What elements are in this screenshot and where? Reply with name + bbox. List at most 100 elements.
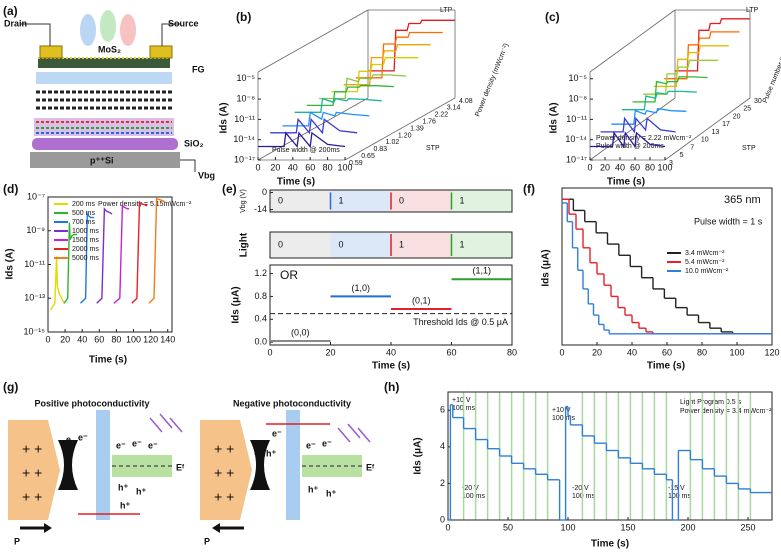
x-axis-label: Time (s) (372, 361, 410, 372)
carrier-label: e⁻ (132, 438, 142, 448)
x-tick-label: 100 (657, 162, 672, 172)
y-axis-label: Ids (μA) (231, 286, 242, 323)
bit-label: 1 (460, 195, 465, 205)
legend-label: 1500 ms (72, 237, 99, 244)
legend-label: 5000 ms (72, 255, 99, 262)
y-tick-label: 2 (440, 478, 445, 488)
label: Vbg (198, 170, 215, 180)
y-axis-label: Ids (μA) (541, 249, 552, 286)
x-tick-label: 60 (305, 162, 315, 172)
segment-background (330, 190, 391, 212)
y-tick-label: -14 (254, 204, 267, 214)
output-label: (0,1) (412, 295, 431, 305)
series-line (306, 85, 394, 107)
source-electrode (149, 45, 173, 59)
depth-axis-label: Pulse number # (762, 56, 781, 104)
wire (20, 23, 51, 46)
axis-frame (47, 196, 173, 333)
panel-label: (d) (3, 182, 18, 196)
arrow-head (44, 523, 52, 533)
polarization-label: P (204, 536, 210, 546)
depletion-region (58, 440, 78, 490)
threshold-label: Threshold Ids @ 0.5 μA (413, 317, 508, 327)
fermi-label: Eᶠ (176, 462, 185, 472)
y-tick-label: 10⁻⁸ (568, 93, 587, 103)
annotation: +10 V (552, 407, 571, 414)
series-line (96, 206, 113, 304)
legend-label: 5.4 mWcm⁻² (685, 259, 725, 266)
carrier-label: e⁻ (78, 432, 88, 442)
y-axis-label: Ids (A) (549, 102, 560, 133)
y-tick-label: 10⁻¹¹ (566, 114, 587, 124)
series-line (80, 211, 95, 304)
y-tick-label: 0 (440, 514, 445, 524)
series-line (270, 117, 358, 135)
bit-label: 0 (278, 239, 283, 249)
x-tick-label: 0 (45, 334, 50, 344)
x-axis-label: Time (s) (277, 177, 315, 188)
series-line (368, 19, 455, 72)
series-line (600, 116, 676, 134)
legend-label: 700 ms (72, 219, 95, 226)
y-tick-label: 10⁻⁵ (237, 73, 256, 83)
x-tick-label: 150 (620, 522, 635, 532)
label: SiO₂ (184, 138, 204, 148)
y-tick-label: 0.4 (254, 314, 267, 324)
series-line (632, 76, 708, 103)
panel-label: (c) (545, 10, 560, 24)
y-tick-label: 10⁻¹⁷ (234, 154, 255, 164)
fermi-label: Eᶠ (366, 462, 375, 472)
charge-sign: + + (22, 465, 42, 481)
x-tick-label: 20 (325, 347, 335, 357)
depth-tick-label: 3.14 (447, 105, 461, 112)
bit-label: 0 (339, 239, 344, 249)
label: p⁺⁺Si (90, 155, 114, 165)
depletion-region (250, 440, 270, 490)
light-beam (120, 14, 136, 46)
carrier-label: h⁺ (326, 488, 336, 498)
annotation: -20 V (462, 485, 479, 492)
segment-background (451, 232, 512, 258)
x-axis-label: Time (s) (89, 355, 127, 366)
x-tick-label: 50 (503, 522, 513, 532)
x-tick-label: 20 (270, 162, 280, 172)
annotation: Power density = 2.22 mWcm⁻² (596, 135, 692, 142)
carrier-label: h⁺ (136, 486, 146, 496)
series-line (131, 200, 148, 304)
panel-label: (f) (523, 182, 535, 196)
dielectric-layer (36, 72, 172, 84)
light-beam (100, 10, 116, 42)
axis-frame (561, 187, 773, 346)
annotation: STP (742, 145, 756, 152)
bit-label: 1 (460, 239, 465, 249)
barrier (286, 410, 300, 520)
annotation: LTP (746, 7, 759, 14)
segment-background (270, 232, 331, 258)
x-tick-label: 40 (615, 162, 625, 172)
annotation: STP (426, 145, 440, 152)
box-edge (257, 9, 369, 73)
y-tick-label: 0.8 (254, 291, 267, 301)
label: FG (192, 64, 205, 74)
y-tick-label: 1.2 (254, 268, 267, 278)
charge-sign: + + (214, 465, 234, 481)
x-tick-label: 40 (627, 347, 637, 357)
label: MoS₂ (98, 44, 121, 54)
y-tick-label: 10⁻¹¹ (234, 114, 255, 124)
carrier-label: h⁺ (308, 484, 318, 494)
panel-label: (a) (3, 4, 18, 18)
x-tick-label: 60 (630, 162, 640, 172)
axis-frame (269, 231, 513, 259)
panel-label: (g) (3, 380, 18, 394)
bit-label: 0 (278, 195, 283, 205)
charge-sign: + + (22, 489, 42, 505)
output-label: (1,0) (351, 283, 370, 293)
y-tick-label: 10⁻⁸ (236, 93, 255, 103)
x-tick-label: 100 (729, 347, 744, 357)
y-axis-label: Light (239, 232, 250, 257)
carrier-label: h⁺ (254, 446, 264, 456)
box-edge (257, 97, 369, 161)
y-tick-label: 6 (440, 405, 445, 415)
carrier-label: e (66, 434, 71, 444)
